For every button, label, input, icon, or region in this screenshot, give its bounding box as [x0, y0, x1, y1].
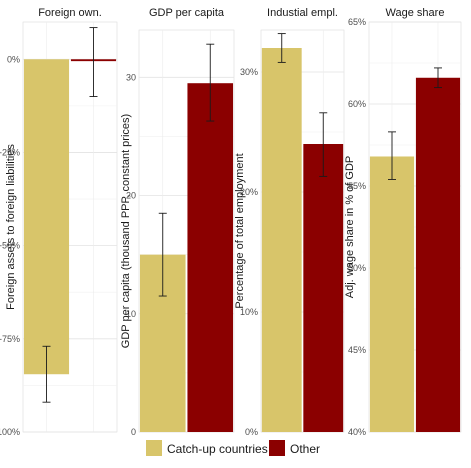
y-axis-label: Foreign assets to foreign liabilities [5, 144, 17, 310]
facet-panels: Foreign own. 0% -25% -50% -75% -100% Foreign a… [0, 0, 462, 437]
y-tick-label: 30% [240, 67, 258, 77]
facet-title: Foreign own. [38, 7, 102, 19]
bar-0 [261, 48, 302, 432]
bar-1 [415, 77, 461, 432]
y-tick-label: -50% [0, 241, 20, 251]
legend-swatch-other [269, 440, 285, 456]
panel-0: Foreign own. 0% -25% -50% -75% -100% Foreign a… [0, 0, 118, 437]
y-tick-label: 60% [348, 99, 366, 109]
y-tick-label: -100% [0, 427, 20, 437]
legend-label-other: Other [290, 442, 320, 456]
panel-2: Industial empl. 0% 10% 20% 30% Percentage of … [234, 0, 345, 437]
y-tick-label: 0 [131, 427, 136, 437]
y-tick-label: -75% [0, 334, 20, 344]
facet-title: Industial empl. [267, 7, 338, 19]
legend-label-catch-up: Catch-up countries [167, 442, 268, 456]
panel-3: Wage share 40% 45% 50% 55% 60% 65% Adj. wage sh… [344, 0, 462, 437]
y-tick-label: 30 [126, 72, 136, 82]
y-tick-label: 10 [126, 309, 136, 319]
y-tick-label: 40% [348, 427, 366, 437]
legend: Catch-up countries Other [146, 440, 320, 456]
panel-1: GDP per capita 0 10 20 30 GDP per capita (tho… [120, 0, 235, 437]
facet-strip [369, 0, 461, 22]
facet-strip [23, 0, 117, 22]
y-axis-label: Adj. wage share in % of GDP [344, 156, 356, 298]
facet-title: GDP per capita [149, 7, 225, 19]
y-tick-label: 20 [126, 191, 136, 201]
facet-strip [261, 0, 344, 22]
y-axis-label: GDP per capita (thousand PPP, constant p… [120, 114, 132, 348]
y-tick-label: 55% [348, 181, 366, 191]
y-tick-label: 20% [240, 187, 258, 197]
y-tick-label: 50% [348, 263, 366, 273]
facet-strip [139, 0, 234, 22]
y-axis-label: Percentage of total employment [234, 153, 246, 308]
legend-swatch-catch-up [146, 440, 162, 456]
facet-title: Wage share [386, 7, 445, 19]
y-tick-label: 45% [348, 345, 366, 355]
y-tick-label: 65% [348, 17, 366, 27]
y-tick-label: 0% [245, 427, 258, 437]
y-tick-label: -25% [0, 147, 20, 157]
bar-0 [369, 156, 415, 433]
y-tick-label: 10% [240, 307, 258, 317]
bar-1 [187, 83, 234, 433]
bar-1 [303, 144, 344, 432]
bar-0 [23, 59, 70, 375]
y-tick-label: 0% [7, 54, 20, 64]
